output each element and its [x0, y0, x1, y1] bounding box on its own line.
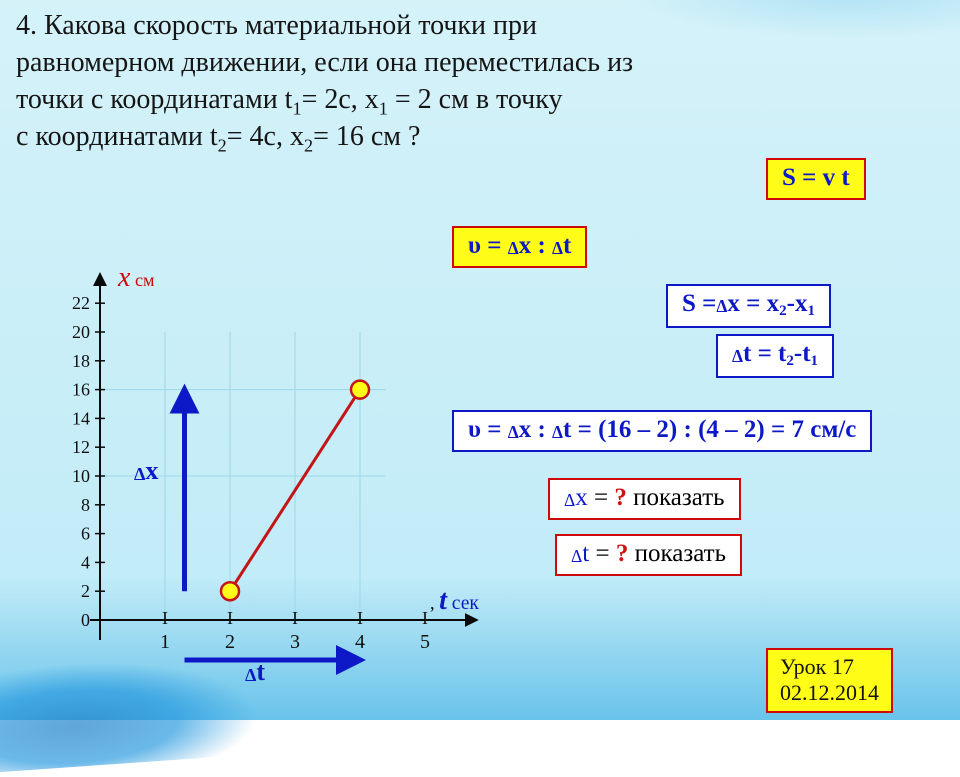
svg-text:14: 14 — [72, 408, 90, 428]
problem-text: 4. Какова скорость материальной точки пр… — [16, 8, 916, 156]
formula-v-calc: υ = Δх : Δt = (16 – 2) : (4 – 2) = 7 см/… — [452, 410, 872, 452]
p-line2: равномерном движении, если она перемести… — [16, 47, 633, 78]
svg-text:2: 2 — [81, 581, 90, 601]
formula-s-dx: S =Δх = x2-x1 — [666, 284, 831, 328]
svg-text:I: I — [357, 608, 363, 628]
svg-text:I: I — [162, 608, 168, 628]
p-l4-v2: = 16 см ? — [313, 121, 420, 152]
svg-text:22: 22 — [72, 293, 90, 313]
svg-text:2: 2 — [225, 631, 235, 653]
svg-text:20: 20 — [72, 322, 90, 342]
formula-dx-q[interactable]: Δх = ? показать — [548, 478, 741, 520]
delta-x-label: Δх — [134, 456, 158, 486]
svg-text:10: 10 — [72, 466, 90, 486]
p-line1: 4. Какова скорость материальной точки пр… — [16, 10, 537, 41]
y-axis-title: х см — [118, 262, 155, 294]
svg-text:8: 8 — [81, 495, 90, 515]
p-l3-v1: = 2с, x — [302, 84, 379, 115]
urok-l2: 02.12.2014 — [780, 680, 879, 705]
svg-text:I: I — [292, 608, 298, 628]
velocity-chart: 0 2 4 6 8 10 12 14 16 18 20 22 I 1 I 2 I 3 I 4 I 5 х см , t с… — [60, 260, 480, 690]
formula-s-vt: S = v t — [766, 158, 866, 200]
x-axis-title: , t сек — [430, 585, 479, 617]
svg-text:18: 18 — [72, 351, 90, 371]
p-l4-sub2: 2 — [304, 135, 313, 155]
p-l3-sub2: 1 — [379, 99, 388, 119]
delta-t-label: Δt — [245, 657, 265, 687]
svg-text:16: 16 — [72, 380, 90, 400]
p-l4-v1: = 4с, x — [227, 121, 304, 152]
p-l3-v2: = 2 см в точку — [388, 84, 563, 115]
urok-l1: Урок 17 — [780, 654, 854, 679]
p-line3a: точки с координатами t — [16, 84, 292, 115]
svg-text:0: 0 — [81, 610, 90, 630]
svg-text:4: 4 — [81, 552, 90, 572]
svg-text:12: 12 — [72, 437, 90, 457]
svt-text: S = v t — [782, 164, 850, 191]
svg-text:I: I — [227, 608, 233, 628]
p-line4a: с координатами t — [16, 121, 218, 152]
p-l3-sub1: 1 — [292, 99, 301, 119]
svg-text:3: 3 — [290, 631, 300, 653]
lesson-info: Урок 17 02.12.2014 — [766, 648, 893, 713]
svg-text:6: 6 — [81, 524, 90, 544]
svg-text:4: 4 — [355, 631, 365, 653]
formula-dt: Δt = t2-t1 — [716, 334, 834, 378]
svg-text:I: I — [422, 608, 428, 628]
p-l4-sub1: 2 — [218, 135, 227, 155]
svg-text:5: 5 — [420, 631, 430, 653]
formula-dt-q[interactable]: Δt = ? показать — [555, 534, 742, 576]
svg-text:1: 1 — [160, 631, 170, 653]
